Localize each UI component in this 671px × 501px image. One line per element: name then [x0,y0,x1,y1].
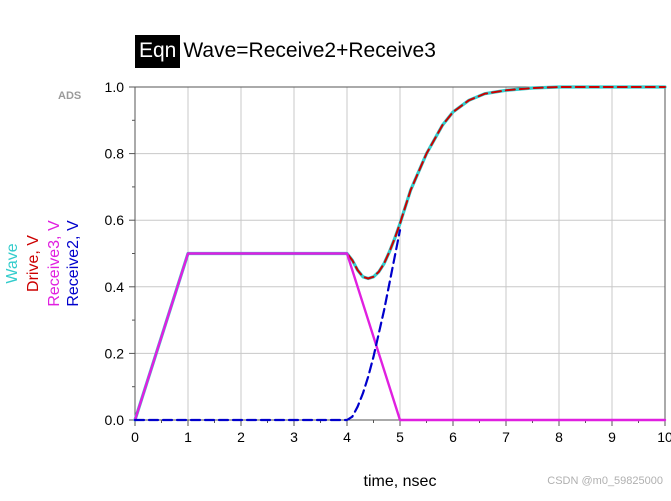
x-tick-label: 6 [449,429,457,445]
series-line-drive-v [134,86,666,421]
legend-label: Receive2, V [65,220,82,307]
y-tick-label: 0.6 [105,212,125,228]
axis-ticks [129,86,666,426]
series-lines [133,85,667,422]
chart-title: Eqn Wave=Receive2+Receive3 [135,34,436,68]
tick-labels: 0 1 2 3 4 5 6 7 8 9 10 0.0 0.2 0.4 0.6 0.8 1.0 [105,79,671,445]
legend-label: Drive, V [25,235,42,292]
legend: Wave Drive, V Receive3, V Receive2, V [4,220,82,307]
ads-brand-mark: ADS [58,90,82,102]
x-tick-label: 1 [184,429,192,445]
x-tick-label: 8 [555,429,563,445]
eqn-badge: Eqn [135,34,181,68]
x-tick-label: 2 [237,429,245,445]
x-tick-label: 9 [608,429,616,445]
equation-text: Wave=Receive2+Receive3 [183,39,436,62]
series-line-receive3-v [133,252,667,422]
y-tick-label: 0.8 [105,146,125,162]
x-tick-label: 4 [343,429,351,445]
x-tick-label: 0 [131,429,139,445]
x-tick-label: 5 [396,429,404,445]
series-line-receive2-v [133,229,402,422]
x-tick-label: 7 [502,429,510,445]
y-tick-label: 1.0 [105,79,125,95]
x-axis-title: time, nsec [364,473,437,490]
legend-label: Receive3, V [46,220,63,307]
watermark: CSDN @m0_59825000 [547,475,663,487]
y-tick-label: 0.2 [105,345,125,361]
y-tick-label: 0.0 [105,412,125,428]
y-tick-label: 0.4 [105,279,125,295]
legend-label: Wave [4,243,21,283]
x-tick-label: 3 [290,429,298,445]
x-tick-label: 10 [657,429,671,445]
